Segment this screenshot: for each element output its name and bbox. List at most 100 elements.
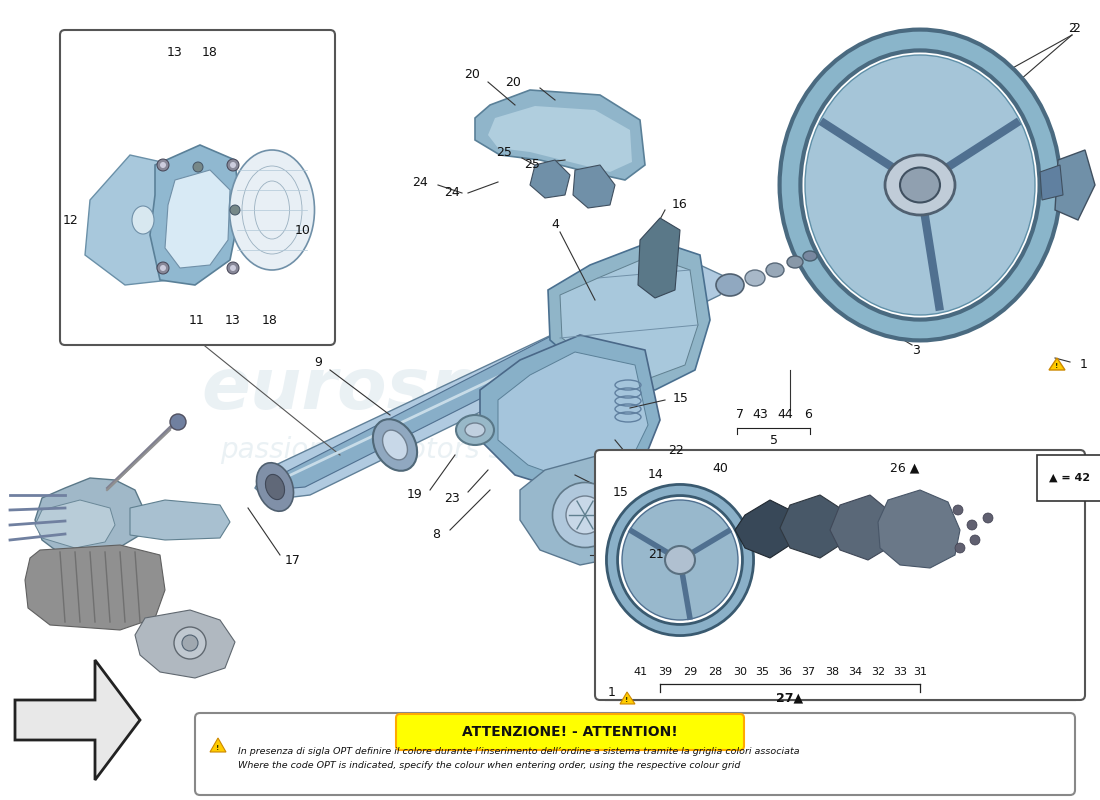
Polygon shape (25, 545, 165, 630)
Circle shape (230, 265, 236, 271)
Ellipse shape (666, 546, 695, 574)
Text: 22: 22 (668, 443, 684, 457)
Polygon shape (780, 495, 840, 558)
Text: 19: 19 (406, 489, 422, 502)
FancyBboxPatch shape (396, 714, 744, 750)
Text: 34: 34 (848, 667, 862, 677)
Polygon shape (620, 692, 635, 704)
FancyBboxPatch shape (60, 30, 336, 345)
Text: 13: 13 (226, 314, 241, 326)
Text: 15: 15 (613, 486, 629, 498)
Text: 25: 25 (524, 158, 540, 171)
Ellipse shape (373, 419, 417, 471)
Ellipse shape (383, 430, 407, 460)
Text: 18: 18 (262, 314, 278, 326)
Text: 7: 7 (736, 409, 744, 422)
Circle shape (157, 262, 169, 274)
Polygon shape (1055, 150, 1094, 220)
Text: 2: 2 (1068, 22, 1076, 34)
Text: 43: 43 (752, 409, 768, 422)
Text: 29: 29 (683, 667, 697, 677)
Text: 30: 30 (733, 667, 747, 677)
Polygon shape (255, 265, 728, 500)
Polygon shape (150, 145, 240, 285)
Circle shape (160, 162, 166, 168)
Polygon shape (1040, 165, 1063, 200)
Polygon shape (35, 478, 145, 558)
FancyBboxPatch shape (1037, 455, 1100, 501)
Circle shape (955, 543, 965, 553)
Circle shape (230, 162, 236, 168)
Circle shape (174, 627, 206, 659)
Text: 12: 12 (63, 214, 78, 226)
Circle shape (192, 162, 204, 172)
Circle shape (230, 205, 240, 215)
Polygon shape (270, 270, 702, 490)
Polygon shape (15, 660, 140, 780)
Text: 3: 3 (912, 343, 920, 357)
Text: 24: 24 (444, 186, 460, 199)
Circle shape (227, 262, 239, 274)
Polygon shape (35, 500, 116, 548)
Ellipse shape (566, 496, 604, 534)
Circle shape (953, 505, 962, 515)
Text: 20: 20 (464, 69, 480, 82)
Polygon shape (735, 500, 790, 558)
Text: 4: 4 (551, 218, 559, 231)
Text: 32: 32 (871, 667, 886, 677)
Polygon shape (498, 352, 648, 482)
Text: 36: 36 (778, 667, 792, 677)
Polygon shape (573, 165, 615, 208)
Text: 20: 20 (505, 75, 521, 89)
Polygon shape (548, 240, 710, 390)
Text: 13: 13 (167, 46, 183, 58)
Text: 18: 18 (202, 46, 218, 58)
Polygon shape (830, 495, 888, 560)
Ellipse shape (230, 150, 315, 270)
Text: Where the code OPT is indicated, specify the colour when entering order, using t: Where the code OPT is indicated, specify… (238, 761, 740, 770)
Text: 1: 1 (1080, 358, 1088, 371)
Text: 38: 38 (825, 667, 839, 677)
Polygon shape (475, 90, 645, 180)
Circle shape (967, 520, 977, 530)
Text: passion for motors since 1985: passion for motors since 1985 (220, 436, 640, 464)
Circle shape (157, 159, 169, 171)
Polygon shape (210, 738, 225, 752)
Polygon shape (480, 335, 660, 495)
Ellipse shape (805, 55, 1035, 315)
Text: 21: 21 (648, 549, 663, 562)
Polygon shape (135, 610, 235, 678)
Text: 33: 33 (893, 667, 907, 677)
Text: eurospares: eurospares (201, 355, 659, 425)
Polygon shape (130, 500, 230, 540)
FancyBboxPatch shape (195, 713, 1075, 795)
Ellipse shape (803, 251, 817, 261)
Ellipse shape (745, 270, 764, 286)
Text: 11: 11 (189, 314, 205, 326)
Text: 35: 35 (755, 667, 769, 677)
FancyBboxPatch shape (595, 450, 1085, 700)
Circle shape (160, 265, 166, 271)
Ellipse shape (552, 482, 617, 547)
Text: 44: 44 (777, 409, 793, 422)
Circle shape (983, 513, 993, 523)
Circle shape (970, 535, 980, 545)
Ellipse shape (465, 423, 485, 437)
Text: 9: 9 (315, 357, 322, 370)
Text: 40: 40 (712, 462, 728, 474)
Ellipse shape (265, 474, 285, 499)
Ellipse shape (886, 155, 955, 215)
Circle shape (182, 635, 198, 651)
Text: 8: 8 (432, 529, 440, 542)
Text: 6: 6 (804, 409, 812, 422)
Ellipse shape (456, 415, 494, 445)
Polygon shape (638, 218, 680, 298)
Ellipse shape (900, 167, 940, 202)
Circle shape (170, 414, 186, 430)
Text: 31: 31 (913, 667, 927, 677)
Polygon shape (520, 455, 650, 565)
Text: ▲ = 42: ▲ = 42 (1049, 473, 1090, 483)
Text: 25: 25 (496, 146, 512, 159)
Text: 15: 15 (673, 391, 689, 405)
Polygon shape (165, 170, 230, 268)
